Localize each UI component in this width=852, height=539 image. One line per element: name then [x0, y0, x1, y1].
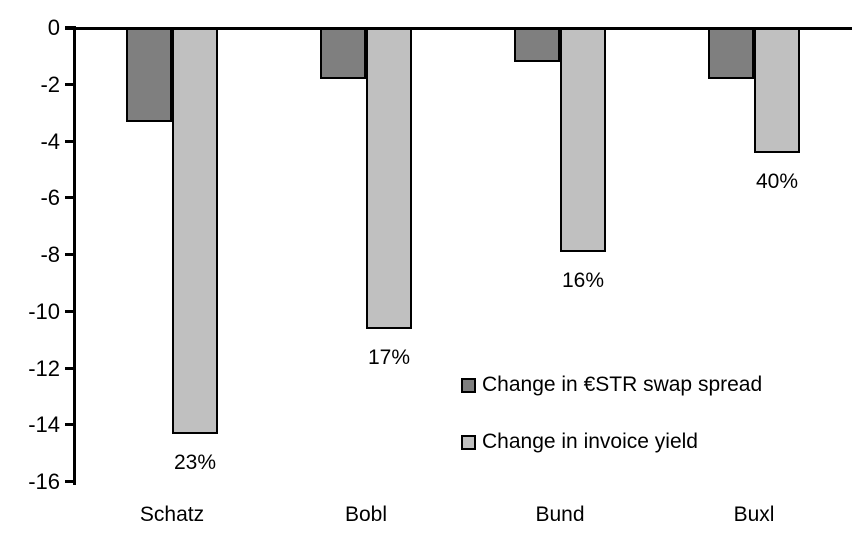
bar-value-label-schatz: 23% — [173, 451, 217, 474]
legend-item-swap-spread: Change in €STR swap spread — [461, 374, 762, 396]
bar-change-in-str-swap-spread-bund — [514, 28, 560, 62]
x-category-label-schatz: Schatz — [139, 503, 205, 526]
bar-change-in-invoice-yield-bund — [560, 28, 606, 252]
bar-value-label-buxl: 40% — [755, 170, 799, 193]
y-tick-label--14: -14 — [28, 412, 60, 438]
y-tick-label-0: 0 — [47, 15, 60, 40]
bar-value-label-bobl: 17% — [367, 346, 411, 369]
legend-label-invoice-yield: Change in invoice yield — [482, 430, 698, 453]
legend-item-invoice-yield: Change in invoice yield — [461, 431, 698, 453]
bar-value-label-bund: 16% — [561, 269, 605, 292]
y-tick-mark--16 — [65, 480, 75, 483]
legend-swatch-swap-spread — [461, 377, 476, 393]
bar-change-in-str-swap-spread-bobl — [320, 28, 366, 79]
bar-change-in-invoice-yield-buxl — [754, 28, 800, 153]
x-axis-zero-line — [65, 27, 852, 30]
y-tick-mark--2 — [65, 82, 75, 86]
y-tick-label--16: -16 — [28, 469, 60, 494]
y-tick-mark--8 — [65, 253, 75, 256]
y-tick-mark--10 — [65, 309, 75, 313]
y-tick-label--6: -6 — [40, 185, 60, 211]
y-tick-mark--4 — [65, 139, 75, 143]
bar-change-in-invoice-yield-bobl — [366, 28, 412, 329]
y-tick-mark--12 — [65, 366, 75, 370]
y-tick-mark--14 — [65, 423, 75, 427]
y-tick-label--10: -10 — [28, 298, 60, 324]
bar-change-in-str-swap-spread-buxl — [708, 28, 754, 79]
y-tick-mark--6 — [65, 196, 75, 200]
bar-change-in-invoice-yield-schatz — [172, 28, 218, 434]
x-category-label-bobl: Bobl — [344, 503, 388, 526]
legend-label-swap-spread: Change in €STR swap spread — [482, 373, 763, 396]
x-category-label-buxl: Buxl — [733, 503, 775, 526]
y-tick-label--12: -12 — [28, 355, 60, 381]
bar-change-in-str-swap-spread-schatz — [126, 28, 172, 122]
y-tick-label--2: -2 — [40, 71, 60, 97]
legend-swatch-invoice-yield — [461, 434, 476, 450]
y-tick-label--8: -8 — [40, 242, 60, 267]
x-category-label-bund: Bund — [535, 503, 585, 526]
y-tick-label--4: -4 — [40, 128, 60, 154]
